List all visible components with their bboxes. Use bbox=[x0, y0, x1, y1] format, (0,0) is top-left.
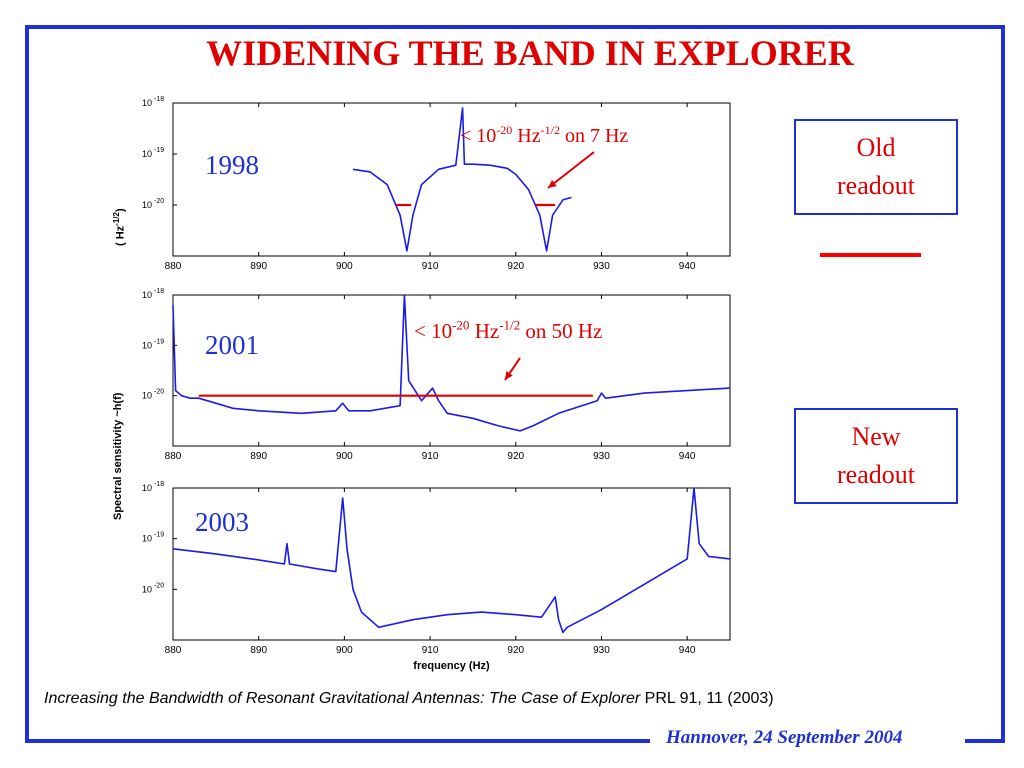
new-readout-line1: New bbox=[851, 422, 901, 451]
new-readout-line2: readout bbox=[837, 460, 915, 489]
y-tick-exp: -18 bbox=[154, 288, 164, 295]
y-tick-exp: -20 bbox=[154, 582, 164, 589]
x-tick-label: 890 bbox=[250, 261, 267, 272]
x-tick-label: 890 bbox=[250, 451, 267, 462]
annotation-2001: < 10-20 Hz-1/2 on 50 Hz bbox=[414, 318, 602, 343]
y-tick-label: 10 bbox=[142, 200, 152, 210]
y-tick-label: 10 bbox=[142, 584, 152, 594]
old-readout-line1: Old bbox=[856, 133, 896, 162]
x-axis-label: frequency (Hz) bbox=[413, 660, 490, 672]
caption: Increasing the Bandwidth of Resonant Gra… bbox=[44, 690, 774, 708]
slide-title: WIDENING THE BAND IN EXPLORER bbox=[206, 33, 854, 73]
plot-frame-1998 bbox=[172, 102, 731, 257]
trace-2003 bbox=[172, 487, 731, 634]
y-tick-label: 10 bbox=[142, 534, 152, 544]
x-tick-label: 880 bbox=[165, 261, 182, 272]
y-tick-exp: -20 bbox=[154, 389, 164, 396]
y-axis-label: Spectral sensitivity ~h(f) bbox=[112, 392, 124, 520]
x-tick-label: 880 bbox=[165, 451, 182, 462]
y-tick-label: 10 bbox=[142, 391, 152, 401]
old-readout-box: Old readout bbox=[794, 119, 958, 215]
footer-gap bbox=[650, 735, 965, 753]
x-tick-label: 890 bbox=[250, 645, 267, 656]
slide-frame bbox=[25, 25, 1005, 743]
caption-title: Increasing the Bandwidth of Resonant Gra… bbox=[44, 690, 641, 707]
plot-frame-2003 bbox=[172, 487, 731, 641]
y-tick-exp: -18 bbox=[154, 481, 164, 488]
x-tick-label: 920 bbox=[507, 451, 524, 462]
trace-2001 bbox=[172, 294, 731, 432]
x-tick-label: 930 bbox=[593, 451, 610, 462]
year-label-2003: 2003 bbox=[195, 507, 249, 537]
y-tick-exp: -19 bbox=[154, 532, 164, 539]
x-tick-label: 880 bbox=[165, 645, 182, 656]
y-tick-exp: -18 bbox=[154, 96, 164, 103]
y-tick-label: 10 bbox=[142, 340, 152, 350]
trace-1998 bbox=[352, 107, 572, 252]
y-tick-exp: -19 bbox=[154, 147, 164, 154]
x-tick-label: 920 bbox=[507, 261, 524, 272]
caption-ref: PRL 91, 11 (2003) bbox=[640, 690, 774, 707]
red-divider bbox=[820, 253, 921, 257]
x-tick-label: 930 bbox=[593, 645, 610, 656]
footer-text: Hannover, 24 September 2004 bbox=[666, 727, 903, 748]
x-tick-label: 940 bbox=[679, 261, 696, 272]
new-readout-box: New readout bbox=[794, 408, 958, 504]
annotation-arrow bbox=[547, 151, 595, 189]
year-label-1998: 1998 bbox=[205, 150, 259, 180]
annotation-arrowhead bbox=[505, 371, 513, 380]
year-label-2001: 2001 bbox=[205, 330, 259, 360]
y-tick-label: 10 bbox=[142, 149, 152, 159]
x-tick-label: 900 bbox=[336, 261, 353, 272]
y-axis-unit-label: ( Hz-1/2) bbox=[112, 208, 127, 246]
old-readout-line2: readout bbox=[837, 171, 915, 200]
plot-frame-2001 bbox=[172, 294, 731, 447]
x-tick-label: 900 bbox=[336, 451, 353, 462]
x-tick-label: 940 bbox=[679, 645, 696, 656]
x-tick-label: 910 bbox=[422, 645, 439, 656]
x-tick-label: 920 bbox=[507, 645, 524, 656]
x-tick-label: 910 bbox=[422, 451, 439, 462]
y-tick-exp: -20 bbox=[154, 198, 164, 205]
x-tick-label: 930 bbox=[593, 261, 610, 272]
x-tick-label: 910 bbox=[422, 261, 439, 272]
x-tick-label: 900 bbox=[336, 645, 353, 656]
annotation-1998: < 10-20 Hz-1/2 on 7 Hz bbox=[460, 123, 628, 147]
y-tick-label: 10 bbox=[142, 290, 152, 300]
y-tick-label: 10 bbox=[142, 98, 152, 108]
annotation-arrowhead bbox=[548, 179, 557, 188]
y-tick-label: 10 bbox=[142, 483, 152, 493]
y-tick-exp: -19 bbox=[154, 338, 164, 345]
x-tick-label: 940 bbox=[679, 451, 696, 462]
